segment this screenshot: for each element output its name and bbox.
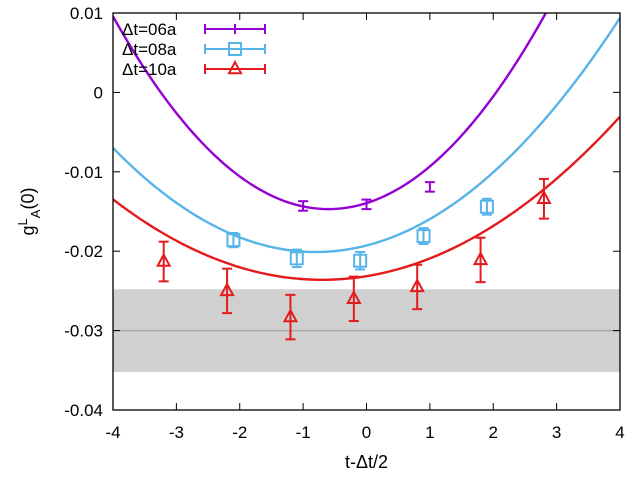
triangle-marker — [472, 250, 489, 266]
x-tick-label: 2 — [489, 423, 498, 442]
legend-entry: Δt=10a — [122, 59, 266, 79]
data-point — [536, 177, 552, 220]
data-point — [409, 263, 425, 311]
data-point — [219, 267, 235, 315]
y-tick-label: 0 — [94, 83, 103, 102]
data-point — [479, 197, 494, 216]
x-tick-label: 0 — [362, 423, 371, 442]
data-point — [289, 248, 304, 269]
data-point — [416, 227, 431, 246]
triangle-marker — [282, 308, 299, 323]
square-marker — [226, 233, 241, 248]
triangle-marker — [219, 281, 235, 297]
legend-entry: Δt=06a — [122, 20, 266, 39]
square-marker — [289, 251, 304, 266]
legend-label: Δt=08a — [122, 40, 177, 59]
legend-entry: Δt=08a — [122, 40, 266, 59]
data-point — [282, 293, 299, 341]
x-tick-label: 1 — [425, 423, 434, 442]
triangle-marker — [536, 189, 552, 204]
square-marker — [416, 229, 431, 244]
x-tick-label: -1 — [296, 423, 311, 442]
fit-curve — [113, 17, 620, 254]
y-axis-label: gLA(0) — [15, 188, 43, 236]
fit-curves-layer — [113, 13, 620, 281]
x-tick-label: 3 — [552, 423, 561, 442]
x-tick-label: -3 — [169, 423, 184, 442]
y-axis-label-superscript: L — [15, 218, 30, 225]
data-point — [424, 181, 435, 193]
data-point — [353, 250, 368, 271]
data-points-layer — [156, 177, 552, 341]
x-tick-label: -2 — [232, 423, 247, 442]
y-tick-label: -0.03 — [64, 322, 103, 341]
reference-band-layer — [113, 289, 620, 372]
square-marker — [479, 199, 494, 214]
x-tick-label: -4 — [105, 423, 120, 442]
triangle-marker — [156, 252, 172, 267]
data-point — [346, 275, 362, 323]
fit-curve — [113, 115, 620, 281]
legend-label: Δt=10a — [122, 60, 177, 79]
y-axis-label-tail: (0) — [18, 188, 38, 210]
y-axis-label-subscript: A — [28, 209, 43, 218]
data-point — [472, 236, 489, 284]
triangle-marker — [346, 289, 362, 305]
data-point — [226, 231, 241, 249]
y-axis-label-main: g — [18, 225, 38, 235]
y-tick-label: -0.02 — [64, 242, 103, 261]
data-point — [156, 240, 172, 283]
y-tick-label: -0.01 — [64, 163, 103, 182]
x-axis-label: t-Δt/2 — [345, 452, 388, 472]
square-marker — [353, 253, 368, 268]
y-tick-label: 0.01 — [70, 4, 103, 23]
y-tick-label: -0.04 — [64, 401, 103, 420]
fit-curve — [113, 13, 548, 211]
square-marker — [228, 42, 242, 56]
x-tick-label: 4 — [615, 423, 624, 442]
legend-label: Δt=06a — [122, 20, 177, 39]
triangle-marker — [227, 59, 243, 75]
data-point — [298, 200, 309, 212]
data-point — [361, 198, 372, 211]
triangle-marker — [409, 277, 425, 293]
ticks-layer: -4 -3 -2 -1 0 1 2 3 4 -0.04 -0.03 -0.02 -0.01 0 0.01 — [64, 4, 624, 442]
